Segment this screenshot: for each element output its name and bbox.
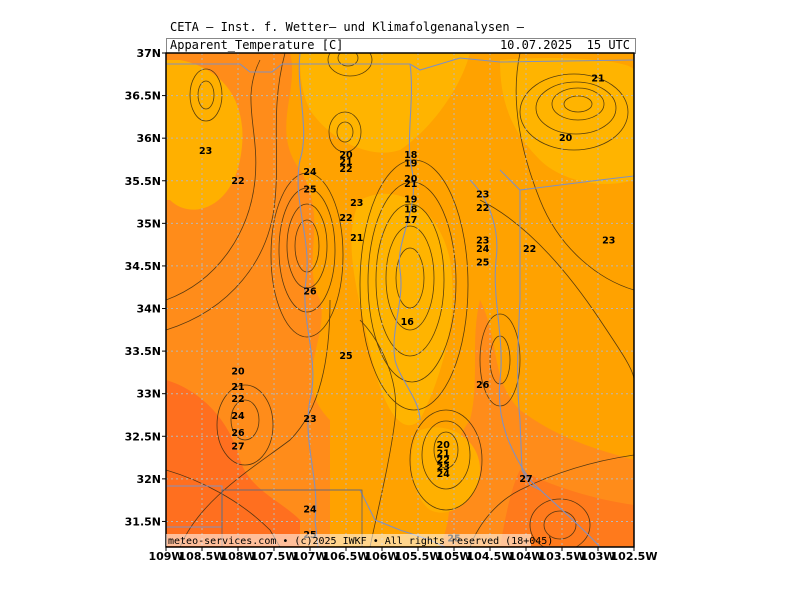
river-west (297, 53, 319, 547)
longitude-tick-label: 107W (292, 550, 327, 563)
contour-value-label: 23 (350, 198, 363, 209)
contour-value-label: 24 (303, 505, 317, 516)
parameter-label: Apparent_Temperature [C] (170, 38, 344, 52)
latitude-tick-label: 36.5N (125, 90, 161, 103)
contour-value-label: 21 (437, 448, 450, 459)
contour-value-label: 27 (231, 441, 244, 452)
cool-region-south-central (411, 427, 480, 513)
contour-value-label: 25 (476, 258, 489, 269)
longitude-tick-label: 106.5W (323, 550, 370, 563)
longitude-tick-label: 108.5W (179, 550, 226, 563)
contour-value-label: 26 (476, 380, 490, 391)
map-plot-area (166, 53, 634, 547)
contour-value-label: 23 (476, 235, 489, 246)
cool-region-west (166, 60, 243, 210)
latitude-tick-label: 36N (136, 132, 161, 145)
contour-value-label: 20 (437, 440, 451, 451)
hot-region-south (500, 470, 634, 547)
longitude-tick-label: 105W (436, 550, 471, 563)
contour-value-label: 26 (303, 286, 317, 297)
contour-value-label: 22 (437, 455, 450, 466)
contour-value-label: 23 (303, 414, 316, 425)
contour-value-label: 19 (404, 159, 417, 170)
contour-value-label: 21 (231, 382, 244, 393)
latitude-tick-label: 34N (136, 303, 161, 316)
longitude-tick-label: 109W (148, 550, 183, 563)
contour-value-label: 16 (401, 317, 415, 328)
contour-value-label: 18 (404, 150, 418, 161)
contour-value-label: 27 (519, 474, 532, 485)
contour-value-label: 24 (231, 411, 245, 422)
contour-value-label: 21 (350, 233, 363, 244)
longitude-axis: 109W108.5W108W107.5W107W106.5W106W105.5W… (148, 547, 657, 563)
longitude-tick-label: 108W (220, 550, 255, 563)
contour-value-label: 23 (437, 462, 450, 473)
contour-value-label: 22 (523, 244, 536, 255)
latitude-tick-label: 31.5N (125, 515, 161, 528)
contour-value-label: 23 (602, 235, 615, 246)
copyright-footer: meteo-services.com • (c)2025 IWKF • All … (168, 536, 553, 547)
lat-lon-grid (166, 53, 634, 547)
contour-value-label: 20 (231, 367, 245, 378)
contour-value-label: 20 (339, 150, 353, 161)
latitude-axis: 37N 36.5N 36N 35.5N 35N 34.5N 34N 33.5N 33N 32.5N… (125, 47, 166, 528)
contour-value-label: 25 (303, 184, 316, 195)
contour-value-label: 24 (303, 167, 317, 178)
contour-value-label: 21 (339, 157, 352, 168)
latitude-tick-label: 33N (136, 388, 161, 401)
longitude-tick-label: 102.5W (611, 550, 658, 563)
longitude-tick-label: 104W (508, 550, 543, 563)
longitude-tick-label: 107.5W (251, 550, 298, 563)
latitude-tick-label: 32.5N (125, 430, 161, 443)
cool-region-northeast (500, 58, 634, 184)
contour-value-label: 24 (437, 469, 451, 480)
contour-value-label: 22 (339, 164, 352, 175)
latitude-tick-label: 37N (136, 47, 161, 60)
cool-region-central (351, 193, 453, 426)
pecos-line (469, 179, 601, 547)
latitude-tick-label: 35.5N (125, 175, 161, 188)
contour-value-label: 22 (339, 213, 352, 224)
contour-value-label: 26 (231, 428, 245, 439)
political-borders (166, 53, 634, 547)
contour-value-label: 17 (404, 215, 417, 226)
latitude-tick-label: 33.5N (125, 345, 161, 358)
latitude-tick-label: 34.5N (125, 260, 161, 273)
footer-backing (166, 534, 531, 546)
longitude-tick-label: 103.5W (539, 550, 586, 563)
warm-region-southeast (440, 300, 634, 547)
chart-title: CETA — Inst. f. Wetter— und Klimafolgena… (170, 20, 525, 34)
contour-value-label: 25 (339, 351, 352, 362)
contour-value-label: 23 (476, 189, 489, 200)
longitude-tick-label: 105.5W (395, 550, 442, 563)
contour-value-label: 24 (476, 244, 490, 255)
inset-box (221, 489, 363, 547)
contour-value-label: 18 (404, 205, 418, 216)
contour-value-label: 23 (199, 146, 212, 157)
contour-labels: 2120232224252021221819202119181723222123… (199, 74, 615, 545)
valid-time-label: 10.07.2025 15 UTC (499, 38, 630, 52)
longitude-tick-label: 103W (580, 550, 615, 563)
contour-value-label: 22 (231, 394, 244, 405)
longitude-tick-label: 106W (364, 550, 399, 563)
hot-region-southwest (166, 380, 300, 547)
cool-region-north (300, 53, 470, 153)
colorado-nm-border (166, 57, 634, 73)
longitude-tick-label: 104.5W (467, 550, 514, 563)
texas-border (517, 190, 541, 491)
contour-value-label: 22 (476, 203, 489, 214)
contour-value-label: 20 (404, 174, 418, 185)
plot-frame (165, 52, 635, 548)
rio-grande-line (393, 63, 421, 421)
contour-value-label: 21 (404, 179, 417, 190)
ne-boundary (499, 169, 634, 191)
latitude-tick-label: 32N (136, 473, 161, 486)
contour-value-label: 19 (404, 194, 417, 205)
contour-value-label: 22 (231, 176, 244, 187)
contour-value-label: 20 (559, 133, 573, 144)
contour-value-label: 21 (591, 74, 604, 85)
latitude-tick-label: 35N (136, 217, 161, 230)
